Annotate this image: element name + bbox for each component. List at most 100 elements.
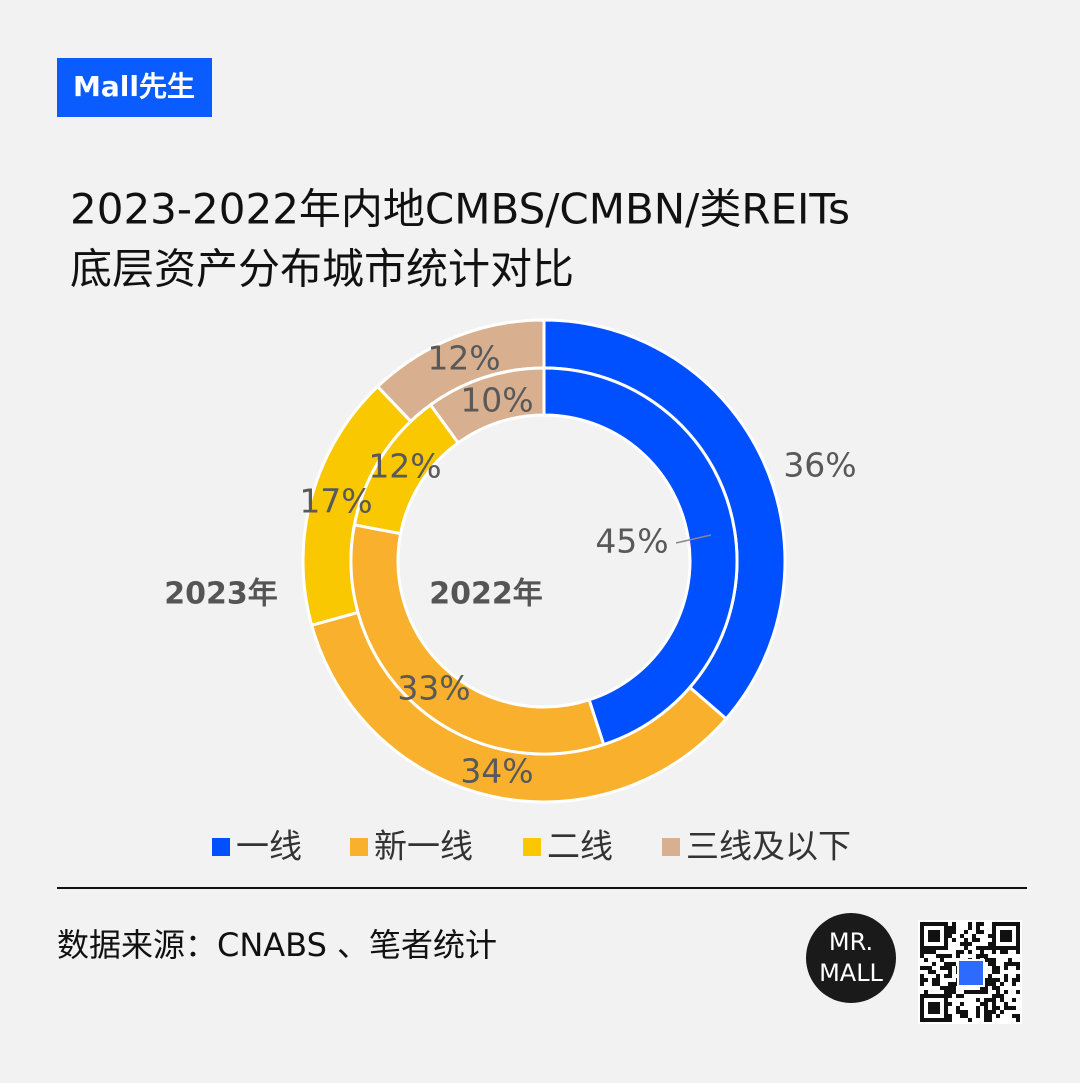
legend-swatch [350,838,368,856]
chart-title: 底层资产分布城市统计对比 [70,245,574,294]
qr-module [948,986,952,990]
qr-module [936,982,940,986]
qr-module [944,954,948,958]
logo-text: MALL [819,959,883,987]
qr-module [988,946,992,950]
donut-segment [542,366,739,747]
qr-module [1000,982,1004,986]
qr-module [932,982,936,986]
qr-module [948,982,952,986]
data-label: 33% [397,669,470,708]
source: 数据来源：CNABS 、笔者统计 [57,926,497,964]
qr-module [956,1006,960,1010]
qr-module [944,974,948,978]
qr-module [1012,1006,1016,1010]
qr-module [992,962,996,966]
qr-finder [928,1002,940,1014]
qr-module [1016,990,1020,994]
qr-module [984,946,988,950]
qr-module [928,950,932,954]
qr-module [980,950,984,954]
qr-module [1000,994,1004,998]
qr-module [984,1014,988,1018]
qr-module [992,998,996,1002]
legend-label: 三线及以下 [686,827,851,866]
qr-module [996,966,1000,970]
qr-module [996,978,1000,982]
qr-module [980,922,984,926]
qr-module [1016,950,1020,954]
qr-module [984,1018,988,1022]
qr-module [976,926,980,930]
qr-module [1016,974,1020,978]
qr-module [948,970,952,974]
logo [806,913,896,1003]
qr-finder [920,922,948,950]
qr-module [948,974,952,978]
qr-module [924,978,928,982]
qr-module [996,990,1000,994]
qr-module [1004,990,1008,994]
leader-line [675,534,712,544]
qr-module [940,966,944,970]
qr-module [992,1002,996,1006]
donut-segment [428,366,546,445]
qr-module [932,970,936,974]
qr-module [992,994,996,998]
qr-module [932,950,936,954]
qr-module [1012,998,1016,1002]
qr-module [1012,982,1016,986]
qr-module [948,930,952,934]
qr-module [948,990,952,994]
qr-module [972,938,976,942]
qr-module [988,974,992,978]
qr-module [992,950,996,954]
qr-module [960,1010,964,1014]
chart-title: 2023-2022年内地CMBS/CMBN/类REITs [70,185,850,234]
qr-module [964,1010,968,1014]
qr-module [1008,958,1012,962]
qr-module [1004,1002,1008,1006]
qr-module [992,1010,996,1014]
qr-module [952,990,956,994]
qr-finder [1000,930,1012,942]
qr-module [980,946,984,950]
qr-module [1012,978,1016,982]
qr-module [984,990,988,994]
qr-module [1004,978,1008,982]
qr-module [972,934,976,938]
data-label: 36% [783,446,856,485]
qr-module [992,958,996,962]
brand: Mall先生 [73,70,195,103]
qr-module [968,1018,972,1022]
qr-finder [928,930,940,942]
legend-label: 一线 [236,827,302,866]
qr-module [984,982,988,986]
qr-module [960,934,964,938]
data-label: 45% [595,522,668,561]
qr-module [924,958,928,962]
qr-module [940,986,944,990]
qr-module [996,1006,1000,1010]
qr-module [976,998,980,1002]
qr-module [944,962,948,966]
qr-module [948,994,952,998]
qr-module [964,1014,968,1018]
qr-module [988,934,992,938]
qr-module [948,962,952,966]
qr-module [952,982,956,986]
qr-module [936,974,940,978]
qr-module [988,1014,992,1018]
qr-module [948,966,952,970]
qr-module [984,958,988,962]
qr-module [976,1014,980,1018]
qr-module [1004,974,1008,978]
qr-module [940,954,944,958]
qr-module [1016,1014,1020,1018]
qr-module [964,930,968,934]
qr-module [960,994,964,998]
brand-badge [57,58,212,117]
qr-module [964,938,968,942]
qr-module [956,954,960,958]
